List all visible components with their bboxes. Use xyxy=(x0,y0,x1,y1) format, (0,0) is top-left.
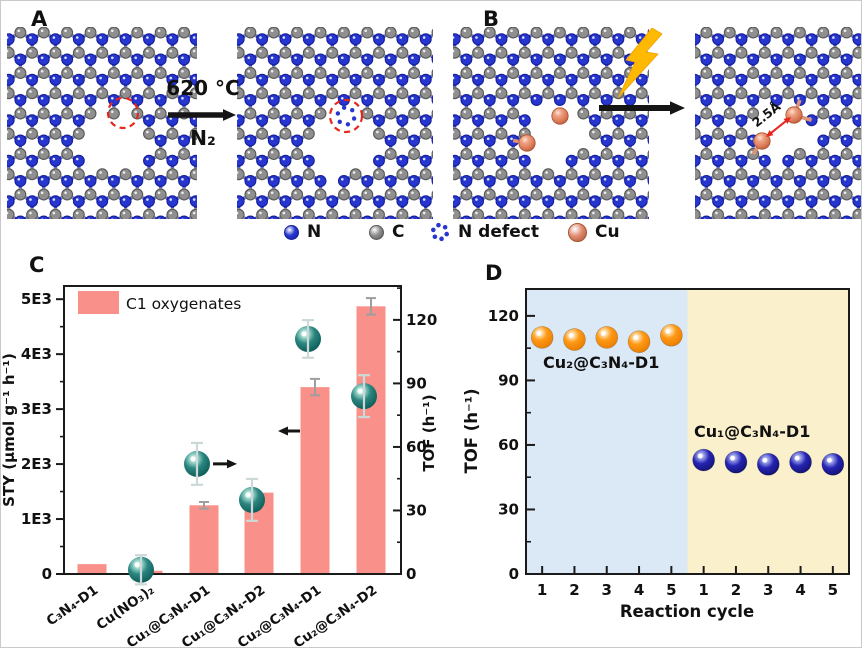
cycle-point xyxy=(821,453,845,476)
d-x-axis-title: Reaction cycle xyxy=(620,602,754,621)
defect-site-circle xyxy=(106,96,140,130)
d-y-axis-title: TOF (h⁻¹) xyxy=(462,388,481,473)
n-defect-dot xyxy=(337,119,342,124)
legend-item-n-defect: N defect xyxy=(430,221,539,243)
region xyxy=(687,289,849,574)
tof-cycle-scatter-chart: 0 30 60 90 120 1 2 3 4 5 1 2 3 4 5 Cu₂@C₃N₄-D1 Cu₁@C₃N₄-… xyxy=(462,288,850,621)
molecule-a-defective xyxy=(237,27,433,219)
d-x-tick-label: 4 xyxy=(634,581,644,599)
sty-tof-bar-chart: C1 oxygenates 0 1E3 2E3 3E3 4E3 5E3 0 30 60 90 120 S… xyxy=(1,285,438,647)
legend-item-n: N xyxy=(284,221,321,243)
cycle-point xyxy=(692,448,715,472)
cu-atom xyxy=(551,107,569,125)
atoms xyxy=(695,27,861,219)
tof-points xyxy=(128,319,377,586)
d-y-tick-label: 0 xyxy=(509,565,519,583)
panel-b-label: B xyxy=(483,7,500,31)
panel-a-label: A xyxy=(31,7,48,31)
right-tick-label: 30 xyxy=(406,501,427,519)
cycle-point xyxy=(595,326,619,349)
molecule-b-cu-dimer: 2.5Å xyxy=(695,27,861,219)
cycle-point xyxy=(660,323,683,347)
n-atom-icon xyxy=(284,224,299,240)
cycle-point xyxy=(530,326,554,349)
panel-d-label: D xyxy=(485,261,503,285)
d-y-tick-label: 90 xyxy=(498,371,519,389)
cu-atom xyxy=(518,134,536,152)
cycle-point xyxy=(563,328,586,351)
n-defect-icon xyxy=(431,222,449,242)
d-x-tick-label: 4 xyxy=(795,581,805,599)
cu-atom-icon xyxy=(568,222,587,242)
atoms xyxy=(237,27,433,219)
left-tick-label: 2E3 xyxy=(21,455,52,473)
n-defect-dot xyxy=(345,122,351,127)
cycle-point xyxy=(724,450,748,474)
lightning-icon xyxy=(618,28,663,99)
cycle-point xyxy=(627,330,651,353)
molecule-a-pristine xyxy=(7,27,197,219)
n-defect-dot xyxy=(351,116,357,121)
atoms xyxy=(453,27,649,219)
cycle-points-0 xyxy=(530,323,683,353)
series-label-cu1: Cu₁@C₃N₄-D1 xyxy=(694,422,810,441)
left-tick-label: 4E3 xyxy=(21,345,52,363)
cycle-points-1 xyxy=(692,448,845,476)
defect-site-circle xyxy=(328,98,364,134)
d-x-tick-label: 5 xyxy=(828,581,838,599)
left-tick-label: 1E3 xyxy=(21,510,52,528)
n-defect-dot xyxy=(335,111,341,116)
category-label-0: C₃N₄-D1 xyxy=(44,582,102,629)
right-tick-label: 90 xyxy=(406,374,427,392)
left-axis-title: STY (μmol g⁻¹ h⁻¹) xyxy=(1,353,18,507)
bar-2 xyxy=(189,505,219,574)
cycle-point xyxy=(756,453,780,476)
d-y-tick-label: 30 xyxy=(498,500,519,518)
right-tick-label: 60 xyxy=(406,438,427,456)
left-tick-label: 0 xyxy=(42,565,52,583)
legend-label-n-defect: N defect xyxy=(458,222,539,242)
d-x-tick-label: 2 xyxy=(731,581,741,599)
molecule-b-cu-adsorbed xyxy=(453,27,649,219)
series-label-cu2: Cu₂@C₃N₄-D1 xyxy=(543,353,659,372)
atmosphere-label: N₂ xyxy=(190,126,216,150)
left-tick-label: 5E3 xyxy=(21,290,52,308)
d-x-tick-label: 3 xyxy=(763,581,773,599)
right-tick-label: 0 xyxy=(406,565,416,583)
right-axis-title: TOF (h⁻¹) xyxy=(420,394,438,471)
bars xyxy=(77,297,386,574)
c-atom-icon xyxy=(369,224,384,240)
reaction-condition-a: 620 °C N₂ xyxy=(159,75,247,151)
legend-label-cu: Cu xyxy=(595,222,620,242)
d-x-tick-label: 5 xyxy=(666,581,676,599)
legend-item-c: C xyxy=(369,221,404,243)
n-defect-dot xyxy=(341,105,347,110)
reaction-arrow-b xyxy=(599,101,685,115)
legend-item-cu: Cu xyxy=(568,221,620,243)
legend-swatch xyxy=(78,291,119,314)
left-tick-label: 3E3 xyxy=(21,400,52,418)
bar-5 xyxy=(356,306,386,574)
bar-4 xyxy=(300,387,330,574)
d-x-tick-label: 3 xyxy=(602,581,612,599)
d-x-tick-label: 2 xyxy=(569,581,579,599)
right-tick-label: 120 xyxy=(406,311,437,329)
d-y-tick-label: 120 xyxy=(488,307,519,325)
n-defect-dot xyxy=(350,108,355,113)
legend-text: C1 oxygenates xyxy=(126,295,241,313)
cycle-point xyxy=(789,450,812,474)
atoms xyxy=(7,27,197,219)
panel-c-label: C xyxy=(29,253,45,277)
d-x-tick-label: 1 xyxy=(698,581,708,599)
temperature-label: 620 °C xyxy=(166,76,240,100)
bar-0 xyxy=(77,564,107,574)
reaction-arrow-a xyxy=(168,109,236,121)
d-x-tick-label: 1 xyxy=(537,581,547,599)
d-y-tick-label: 60 xyxy=(498,436,519,454)
legend-label-n: N xyxy=(307,222,322,242)
legend-label-c: C xyxy=(392,222,405,242)
